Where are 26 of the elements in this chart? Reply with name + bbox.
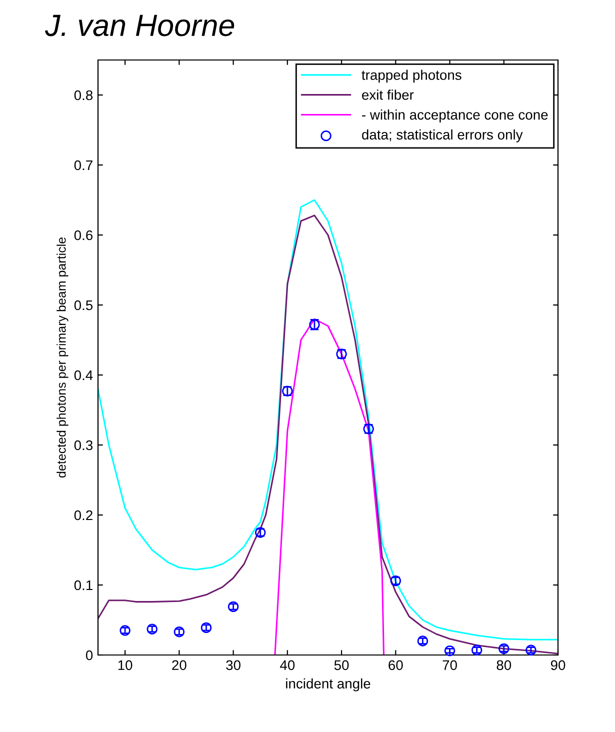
x-tick-label: 20 [172, 660, 186, 670]
legend-label: - within acceptance cone cone [362, 110, 548, 122]
x-tick-label: 60 [388, 660, 403, 670]
y-axis-title: detected photons per primary beam particle [56, 237, 68, 478]
y-tick-label: 0.4 [74, 370, 93, 380]
x-tick-label: 30 [226, 660, 240, 670]
y-tick-label: 0 [86, 650, 93, 660]
y-tick-label: 0.1 [74, 580, 92, 590]
y-tick-label: 0.6 [74, 230, 93, 240]
line-series [274, 318, 385, 655]
chart-title: J. van Hoorne [44, 14, 234, 36]
legend-label: exit fiber [362, 90, 414, 100]
x-tick-label: 70 [442, 660, 457, 670]
x-tick-label: 80 [496, 660, 512, 670]
x-tick-label: 40 [280, 660, 295, 670]
y-tick-label: 0.2 [74, 510, 92, 520]
y-tick-label: 0.3 [74, 440, 93, 450]
legend-label: trapped photons [362, 70, 462, 83]
x-tick-label: 50 [334, 660, 349, 670]
x-tick-label: 90 [550, 660, 566, 670]
y-tick-label: 0.8 [74, 90, 93, 100]
x-tick-label: 10 [118, 660, 132, 670]
y-tick-label: 0.7 [74, 160, 92, 170]
y-tick-label: 0.5 [74, 300, 93, 310]
x-axis-title: incident angle [286, 678, 370, 692]
legend-label: data; statistical errors only [362, 129, 523, 142]
